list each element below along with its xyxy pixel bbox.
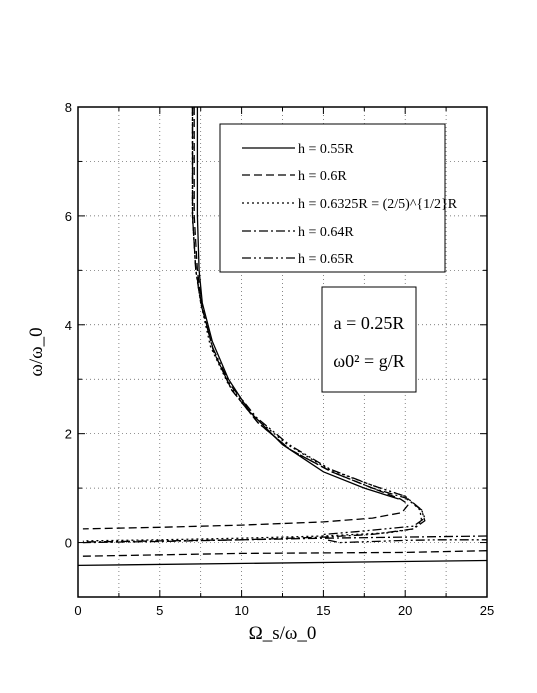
series-line-5-branch-1 (191, 107, 487, 544)
y-tick-label: 6 (65, 209, 72, 224)
x-tick-label: 10 (234, 603, 248, 618)
x-axis-label: Ω_s/ω_0 (249, 623, 317, 644)
annotation-omega: ω0² = g/R (333, 351, 404, 371)
y-tick-label: 0 (65, 536, 72, 551)
series-line-1-branch-1 (196, 107, 399, 500)
legend-box (219, 123, 446, 273)
legend-label-4: h = 0.64R (298, 225, 354, 240)
y-tick-label: 4 (65, 318, 72, 333)
x-tick-label: 5 (156, 603, 163, 618)
x-tick-label: 0 (74, 603, 81, 618)
legend: h = 0.55R h = 0.6R h = 0.6325R = (2/5)^{1/… (219, 123, 458, 273)
series-line-4-branch-2 (82, 535, 488, 543)
x-tick-label: 15 (316, 603, 330, 618)
legend-label-3: h = 0.6325R = (2/5)^{1/2}R (298, 197, 458, 212)
y-tick-label: 8 (65, 100, 72, 115)
series-line-2-branch-2 (82, 550, 488, 557)
axis-ticks: 0 5 10 15 20 25 0 2 4 6 8 (65, 100, 494, 618)
y-axis-label: ω/ω_0 (26, 327, 47, 376)
annotation-frame (321, 286, 417, 393)
annotation-box: a = 0.25R ω0² = g/R (321, 286, 417, 393)
x-tick-label: 25 (480, 603, 494, 618)
annotation-a: a = 0.25R (334, 313, 405, 333)
series-line-2-branch-1 (82, 107, 410, 530)
series-line-4-branch-1 (82, 107, 426, 544)
legend-label-2: h = 0.6R (298, 169, 347, 184)
series-lines (77, 107, 488, 567)
x-tick-label: 20 (398, 603, 412, 618)
legend-label-1: h = 0.55R (298, 142, 354, 157)
legend-label-5: h = 0.65R (298, 252, 354, 267)
series-line-1-branch-2 (77, 559, 488, 567)
y-tick-label: 2 (65, 427, 72, 442)
